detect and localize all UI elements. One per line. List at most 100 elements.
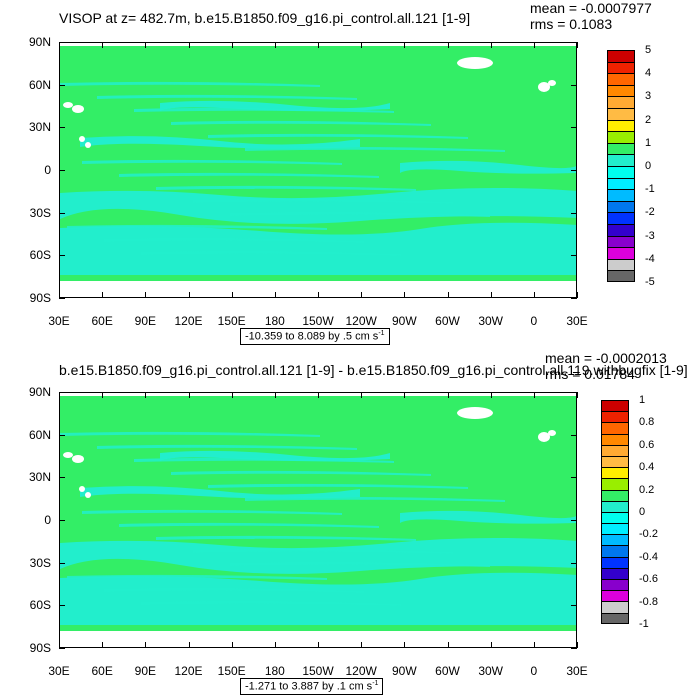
lon-tick — [59, 392, 60, 398]
lat-tick-label: 30S — [29, 205, 51, 220]
ocean-field-streak — [97, 444, 357, 450]
colorbar-swatch — [607, 235, 635, 248]
lat-tick — [571, 562, 577, 564]
contour-range-label: -10.359 to 8.089 by .5 cm s-1 — [240, 328, 390, 345]
missing-region — [538, 432, 550, 442]
lon-tick — [188, 292, 190, 298]
lon-tick-label: 120W — [345, 314, 377, 328]
colorbar-swatch — [601, 556, 629, 568]
colorbar-swatch — [601, 444, 629, 456]
lon-tick — [102, 42, 104, 48]
colorbar-label: 1 — [639, 394, 646, 406]
lon-tick-label: 60W — [435, 664, 460, 678]
ocean-field-band — [400, 510, 576, 524]
colorbar-swatch — [607, 189, 635, 201]
lat-tick — [59, 392, 65, 393]
colorbar-label: 2 — [645, 113, 652, 126]
map-field — [60, 43, 576, 297]
ocean-field-streak — [193, 548, 453, 554]
lat-tick — [571, 42, 577, 43]
colorbar-label: 0 — [645, 160, 652, 172]
ocean-field-streak — [245, 496, 505, 502]
ocean-field-band — [80, 136, 360, 149]
ocean-field-streak — [119, 522, 379, 528]
lat-tick-label: 90N — [28, 385, 51, 399]
missing-region — [85, 142, 91, 148]
colorbar-swatch — [607, 177, 635, 190]
colorbar-swatch — [601, 433, 629, 445]
colorbar-swatch — [601, 534, 629, 546]
colorbar-label: -1 — [639, 618, 649, 630]
lat-tick — [59, 434, 65, 436]
colorbar-swatch — [601, 455, 629, 468]
ocean-field-streak — [97, 94, 357, 100]
lat-tick-label: 30S — [29, 555, 51, 570]
colorbar-label: 0.2 — [639, 483, 655, 496]
lon-tick — [231, 392, 233, 398]
lon-tick — [404, 42, 406, 48]
lon-tick — [361, 392, 363, 398]
lon-tick — [318, 42, 319, 48]
colorbar — [601, 400, 629, 624]
colorbar-label: -0.6 — [639, 573, 658, 586]
ocean-field-streak — [230, 211, 490, 217]
lon-tick — [577, 42, 578, 48]
ocean-field-streak — [208, 133, 468, 139]
lon-tick-label: 150W — [302, 314, 334, 328]
lon-tick — [59, 42, 60, 48]
lat-tick — [571, 648, 577, 649]
lon-tick-label: 90E — [134, 664, 156, 678]
colorbar-swatch — [607, 258, 635, 271]
colorbar-swatch — [607, 84, 635, 97]
lat-tick — [59, 170, 65, 171]
missing-region — [548, 80, 556, 86]
lon-tick-label: 60W — [435, 314, 460, 328]
lon-tick — [145, 392, 147, 398]
ocean-field-streak — [171, 470, 431, 476]
ocean-field-streak — [67, 574, 327, 580]
lat-tick — [59, 84, 65, 86]
lon-tick — [577, 642, 578, 648]
colorbar-label: -5 — [645, 276, 655, 288]
lon-tick — [231, 292, 233, 298]
lat-tick — [571, 392, 577, 393]
colorbar-label: -4 — [645, 252, 655, 265]
lon-tick-label: 180 — [264, 664, 285, 678]
colorbar-swatch — [607, 212, 635, 224]
lon-tick — [102, 292, 104, 298]
panel-bottom: b.e15.B1850.f09_g16.pi_control.all.121 [… — [0, 350, 700, 700]
panel-title: b.e15.B1850.f09_g16.pi_control.all.121 [… — [59, 362, 688, 378]
missing-region — [72, 455, 84, 463]
ocean-field-streak — [193, 198, 453, 204]
lat-tick-label: 90S — [29, 291, 51, 305]
lon-tick-label: 30E — [48, 314, 70, 328]
lon-tick — [274, 642, 276, 648]
colorbar-label: -3 — [645, 229, 655, 242]
lon-tick — [188, 392, 190, 398]
lon-tick — [490, 42, 492, 48]
lon-tick-label: 120E — [174, 314, 203, 328]
colorbar — [607, 50, 635, 282]
lon-tick — [188, 42, 190, 48]
colorbar-swatch — [607, 50, 635, 62]
lat-tick — [59, 520, 65, 521]
lon-tick-label: 150E — [217, 314, 246, 328]
colorbar-swatch — [601, 590, 629, 602]
colorbar-swatch — [601, 579, 629, 591]
lon-tick-label: 30E — [566, 664, 588, 678]
lat-tick — [571, 255, 577, 257]
ocean-field-streak — [171, 120, 431, 126]
lon-tick-label: 150W — [302, 664, 334, 678]
missing-region — [63, 452, 73, 458]
ocean-field-streak — [104, 237, 364, 243]
lon-tick-label: 30W — [478, 664, 503, 678]
missing-region — [79, 136, 85, 142]
ocean-field-band — [160, 100, 390, 111]
range-text: -1.271 to 3.887 by .1 cm s — [245, 680, 373, 693]
missing-region — [72, 105, 84, 113]
missing-region — [457, 407, 493, 419]
colorbar-swatch — [607, 107, 635, 120]
panel-title: VISOP at z= 482.7m, b.e15.B1850.f09_g16.… — [59, 10, 471, 26]
ocean-field-streak — [67, 224, 327, 230]
lon-tick — [533, 642, 535, 648]
